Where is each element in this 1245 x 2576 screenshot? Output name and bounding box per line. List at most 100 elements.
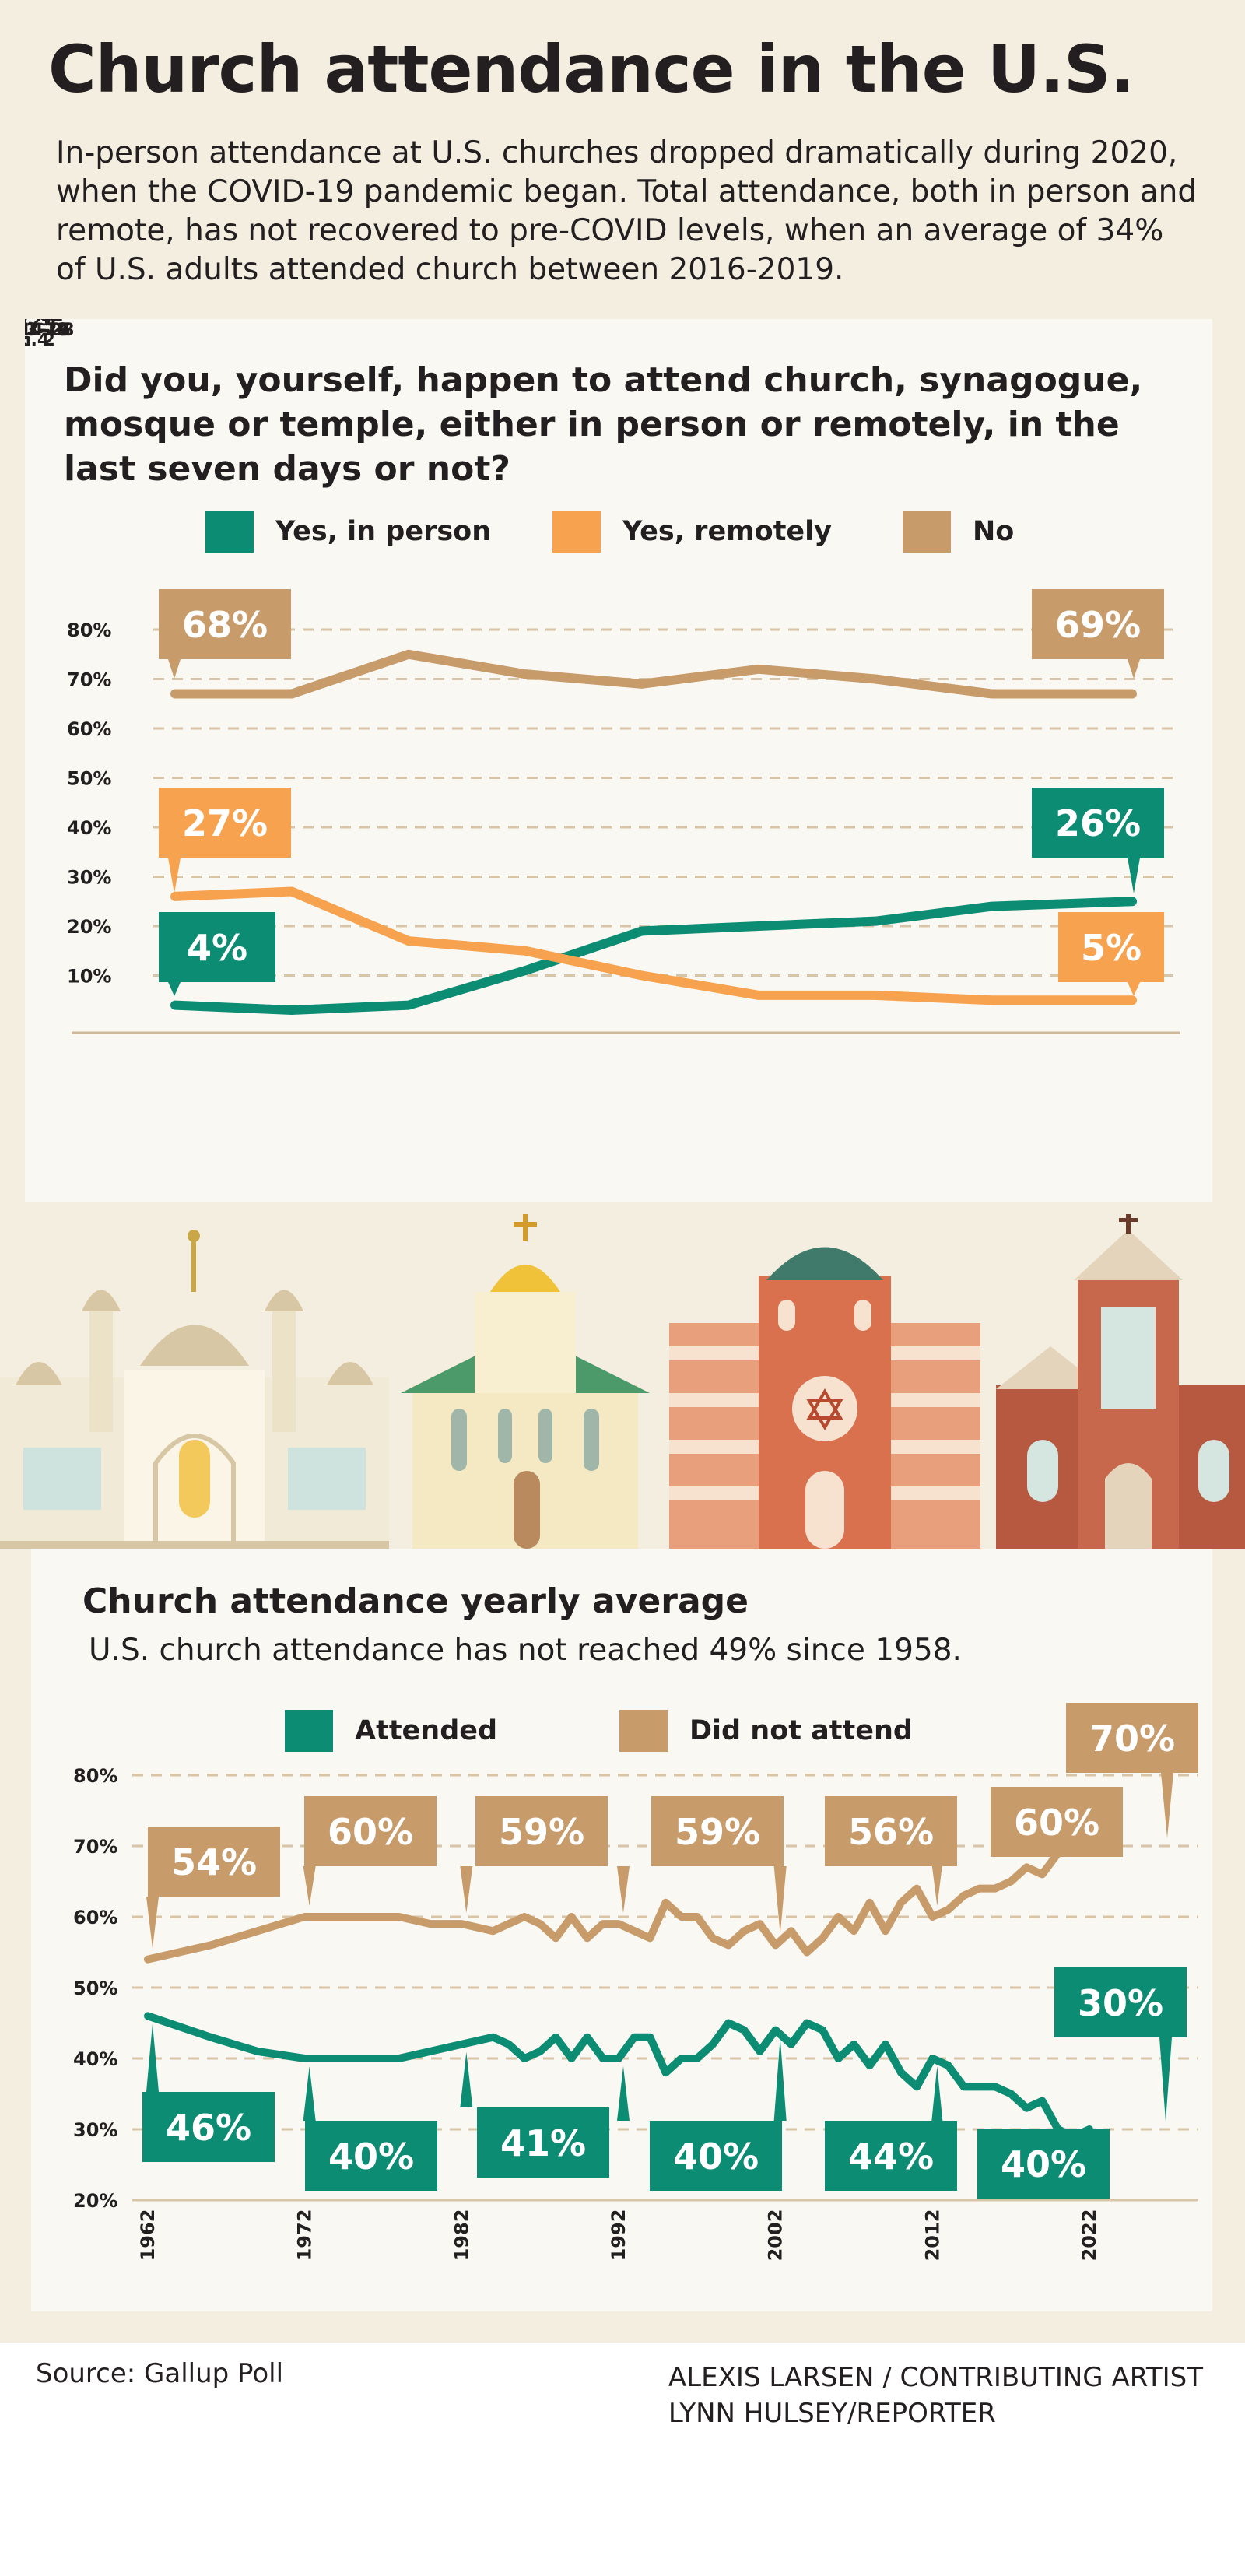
chart1-point-in-person: [875, 920, 876, 922]
chart2-label-attended-2002-box: [773, 2037, 957, 2191]
chart2-point-did-not-attend: [680, 1916, 682, 1918]
chart2-x-tick-label: 1992: [608, 2209, 630, 2262]
legend-label-no: No: [973, 516, 1015, 547]
legend-item-did-not-attend: Did not attend: [619, 1710, 913, 1752]
chart2-label-attended-1962-box: [142, 2023, 275, 2162]
chart2-x-tick-label: 2002: [765, 2209, 787, 2262]
legend-item-remote: Yes, remotely: [552, 511, 832, 553]
chart2-x-tick-label: 2022: [1078, 2209, 1100, 2262]
chart1-point-remote: [408, 940, 409, 942]
chart2-label-did-not-attend-1962-box: [146, 1827, 280, 1949]
chart2-point-did-not-attend: [822, 1937, 824, 1939]
chart2-point-attended: [303, 2058, 306, 2059]
chart1-label-remote-end: 5%: [1081, 927, 1142, 969]
yearly-average-panel: Church attendance yearly average U.S. ch…: [31, 1549, 1212, 2311]
chart2-point-attended: [665, 2072, 667, 2074]
chart2-point-attended: [916, 2086, 918, 2088]
chart2-point-did-not-attend: [303, 1916, 306, 1918]
chart2-point-did-not-attend: [868, 1901, 871, 1904]
chart2-point-did-not-attend: [696, 1916, 698, 1918]
legend-swatch-no: [903, 511, 951, 553]
source-note: Source: Gallup Poll: [36, 2358, 284, 2389]
chart1-x-tick-line: 2023: [25, 319, 49, 320]
chart2-point-did-not-attend: [570, 1916, 573, 1918]
chart2-point-did-not-attend: [257, 1930, 259, 1932]
chart2-point-attended: [586, 2036, 588, 2038]
credit-reporter: LYNN HULSEY/REPORTER: [668, 2398, 996, 2429]
chart1-series-in-person: [170, 897, 1137, 1015]
chart2-point-did-not-attend: [461, 1923, 463, 1925]
chart2-point-did-not-attend: [853, 1930, 855, 1932]
chart1-x-tick-line: May 1-13: [25, 321, 69, 340]
legend-item-attended: Attended: [285, 1710, 497, 1752]
credits: ALEXIS LARSEN / CONTRIBUTING ARTIST LYNN…: [668, 2360, 1203, 2431]
chart1-x-tick-line: Nov. 9-: [25, 319, 58, 330]
chart2-point-did-not-attend: [978, 1887, 980, 1890]
chart2-point-did-not-attend: [790, 1930, 792, 1932]
chart2-label-attended-1992: 40%: [673, 2136, 759, 2178]
chart2-label-attended-1972-box: [303, 2066, 437, 2191]
chart2-label-did-not-attend-2002: 56%: [848, 1811, 934, 1853]
chart2-point-attended: [555, 2036, 557, 2038]
chart2-label-attended-2022: 30%: [1078, 1982, 1163, 2024]
chart2-point-attended: [963, 2086, 965, 2088]
synagogue-illustration: [669, 1247, 980, 1549]
chart2-point-did-not-attend: [884, 1930, 886, 1932]
chart1-x-tick-line: May 28-: [25, 319, 63, 330]
chart1-point-no: [641, 683, 643, 685]
chart1-point-no: [524, 673, 526, 676]
chart1-label-no-start-box: [159, 589, 291, 679]
chart1-point-no: [758, 668, 759, 670]
chart2-label-did-not-attend-1992-box: [617, 1796, 784, 1914]
page-title: Church attendance in the U.S.: [48, 31, 1135, 107]
chart2-point-attended: [430, 2050, 431, 2052]
chart2-point-attended: [868, 2065, 871, 2067]
chart2-point-did-not-attend: [351, 1916, 353, 1918]
chart2-point-did-not-attend: [586, 1937, 588, 1939]
chart2-point-attended: [728, 2022, 730, 2024]
chart2-y-tick-label: 70%: [73, 1836, 117, 1858]
chart1-label-in-person-end-box: [1032, 788, 1164, 893]
chart1-point-remote: [875, 994, 876, 996]
chart1-point-in-person: [1131, 900, 1133, 903]
chart1-point-remote: [758, 994, 759, 996]
chart2-point-attended: [680, 2058, 682, 2059]
chart2-point-attended: [1010, 2093, 1012, 2095]
chart1-y-tick-label: 30%: [67, 867, 111, 889]
chart2-point-attended: [257, 2050, 259, 2052]
chart2-subtitle: U.S. church attendance has not reached 4…: [89, 1633, 962, 1668]
chart2-point-attended: [790, 2043, 792, 2045]
chart1-x-tick-line: Dec. 1-17: [25, 321, 71, 340]
chart1-point-remote: [641, 974, 643, 977]
chart1-x-tick-line: 2020: [25, 319, 49, 320]
chart1-x-tick-line: Dec. 1-16: [25, 321, 71, 340]
chart1-point-remote: [1131, 999, 1133, 1002]
chart2-point-attended: [822, 2029, 824, 2031]
chart1-point-in-person: [991, 905, 993, 907]
chart1-label-remote-end-box: [1058, 912, 1164, 996]
credit-artist: ALEXIS LARSEN / CONTRIBUTING ARTIST: [668, 2362, 1203, 2393]
chart2-point-did-not-attend: [743, 1930, 745, 1932]
chart2-x-tick-label: 1962: [137, 2209, 159, 2262]
chart2-point-did-not-attend: [649, 1937, 651, 1939]
chart2-point-attended: [618, 2058, 619, 2059]
chart2-point-attended: [931, 2058, 934, 2059]
chart1-point-no: [1131, 693, 1133, 695]
chart2-point-did-not-attend: [633, 1930, 636, 1932]
mosque-illustration: [0, 1230, 389, 1549]
chart2-y-tick-label: 30%: [73, 2119, 117, 2141]
chart2-point-attended: [649, 2036, 651, 2038]
chart2-label-attended-2012-box: [931, 2066, 1110, 2199]
chart2-point-attended: [806, 2022, 808, 2024]
chart2-x-tick-label: 1972: [294, 2209, 316, 2262]
legend-label-remote: Yes, remotely: [622, 516, 832, 547]
chart2-label-did-not-attend-1992: 59%: [675, 1811, 760, 1853]
chart2-y-tick-label: 20%: [73, 2190, 117, 2212]
chart1-y-tick-label: 60%: [67, 718, 111, 740]
chart2-point-attended: [461, 2043, 463, 2045]
chart1-point-in-person: [758, 925, 759, 927]
chart2-point-attended: [524, 2058, 525, 2059]
chart2-point-did-not-attend: [994, 1887, 996, 1890]
chart2-point-did-not-attend: [209, 1944, 212, 1946]
chart2-point-did-not-attend: [774, 1944, 777, 1946]
